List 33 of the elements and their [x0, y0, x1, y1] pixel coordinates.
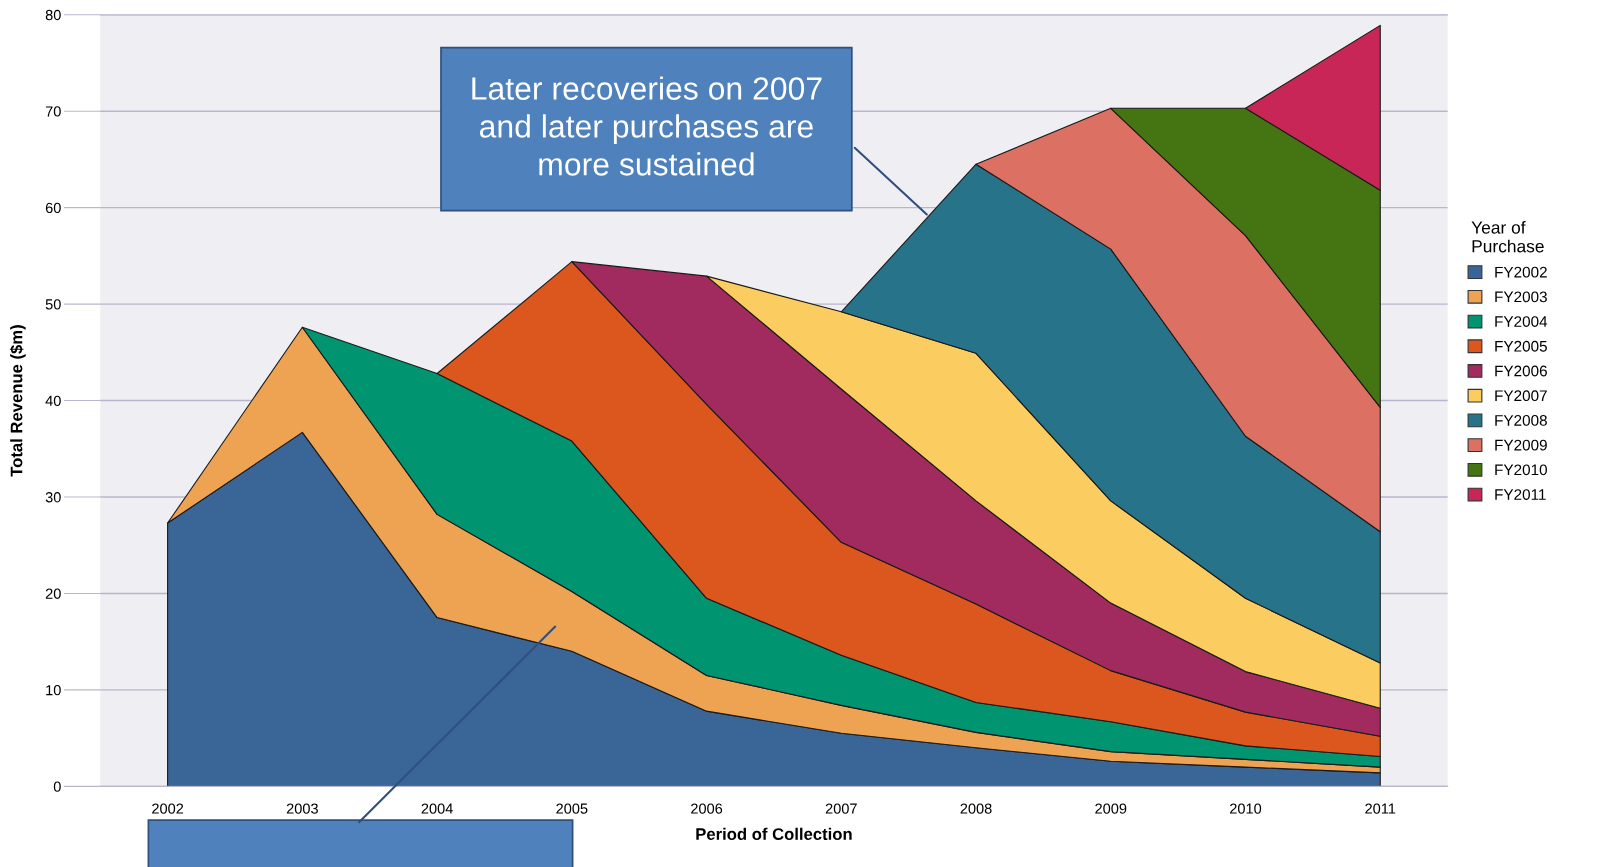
x-tick-label: 2008 [960, 803, 992, 814]
y-tick-label: 70 [45, 106, 61, 117]
y-tick-label: 10 [46, 685, 61, 696]
x-tick-label: 2003 [286, 803, 318, 814]
x-tick-label: 2011 [1365, 803, 1396, 814]
legend-label: FY2009 [1495, 439, 1547, 451]
legend-title: Year of Purchase [1471, 220, 1544, 253]
legend-label: FY2008 [1495, 415, 1547, 426]
legend-label: FY2004 [1495, 316, 1548, 327]
legend-label: FY2011 [1495, 489, 1546, 500]
y-tick-label: 20 [45, 588, 61, 599]
legend-label: FY2002 [1495, 266, 1547, 278]
annotation: Later recoveries on 2007 and later purchases are more sustained [472, 76, 822, 176]
x-tick-label: 2010 [1230, 803, 1262, 814]
y-tick-label: 50 [45, 299, 61, 310]
legend-label: FY2005 [1495, 340, 1547, 352]
y-tick-label: 0 [53, 781, 61, 792]
y-tick-label: 30 [45, 492, 61, 503]
x-tick-label: 2007 [825, 803, 857, 814]
legend-label: FY2003 [1495, 291, 1547, 303]
x-tick-label: 2006 [691, 803, 723, 814]
y-tick-label: 40 [45, 395, 61, 406]
y-tick-label: 60 [45, 202, 61, 214]
x-tick-label: 2004 [421, 803, 453, 814]
y-axis-title: Total Revenue ($m) [9, 325, 26, 477]
y-tick-label: 80 [45, 9, 61, 21]
x-axis-title: Period of Collection [696, 827, 852, 840]
x-tick-label: 2005 [556, 803, 588, 814]
legend-label: FY2007 [1495, 390, 1547, 402]
x-tick-label: 2009 [1095, 803, 1127, 814]
legend-label: FY2006 [1495, 365, 1547, 377]
legend-label: FY2010 [1495, 464, 1547, 476]
x-tick-label: 2002 [152, 803, 184, 814]
